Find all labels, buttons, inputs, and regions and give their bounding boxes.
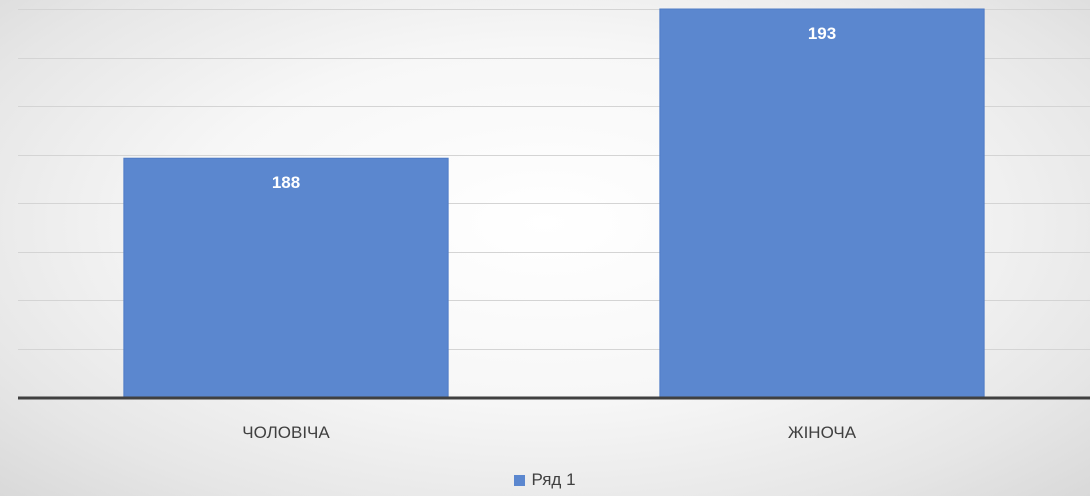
bar-1 bbox=[123, 157, 449, 398]
data-label-2: 193 bbox=[808, 24, 836, 43]
data-labels: 188 193 bbox=[272, 24, 836, 192]
bar-2 bbox=[659, 8, 985, 398]
category-label-2: ЖІНОЧА bbox=[788, 423, 857, 442]
category-label-1: ЧОЛОВІЧА bbox=[242, 423, 330, 442]
bars bbox=[123, 8, 985, 398]
legend: Ряд 1 bbox=[0, 468, 1090, 492]
legend-label: Ряд 1 bbox=[531, 470, 576, 489]
data-label-1: 188 bbox=[272, 173, 300, 192]
legend-swatch bbox=[514, 474, 526, 486]
category-labels: ЧОЛОВІЧА ЖІНОЧА bbox=[242, 423, 857, 442]
